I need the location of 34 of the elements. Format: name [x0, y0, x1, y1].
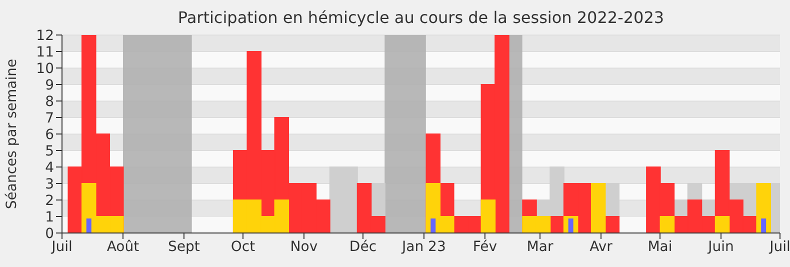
x-tick-label: Oct	[230, 238, 256, 255]
y-tick-label: 8	[45, 94, 54, 110]
y-tick-label: 2	[45, 192, 54, 209]
x-tick-label: Fév	[472, 238, 498, 255]
y-tick-label: 6	[45, 126, 54, 143]
x-tick-label: Mar	[526, 238, 554, 255]
bar	[660, 216, 675, 233]
y-tick-label: 3	[45, 176, 54, 192]
y-tick-label: 1	[45, 209, 54, 226]
y-tick-label: 5	[45, 143, 54, 160]
x-tick-label: Nov	[290, 238, 318, 255]
bar	[714, 216, 730, 233]
x-tick-label: Sept	[168, 238, 200, 255]
chart-title: Participation en hémicycle au cours de la session 2022-2023	[176, 8, 666, 27]
x-tick-label: Mai	[648, 238, 672, 255]
x-tick-label: Juil	[768, 238, 790, 255]
y-tick-label: 10	[36, 60, 54, 77]
y-tick-label: 11	[36, 44, 54, 60]
y-tick-label: 12	[36, 28, 54, 44]
x-tick-label: Juin	[707, 238, 734, 255]
y-tick-label: 9	[45, 77, 54, 94]
x-tick-label: Avr	[590, 238, 613, 255]
x-tick-label: Déc	[349, 238, 377, 255]
bar	[480, 200, 496, 233]
bar	[430, 218, 436, 233]
x-tick-label: Jan 23	[401, 238, 446, 255]
y-tick-label: 4	[45, 160, 54, 176]
bar	[590, 183, 606, 233]
y-axis-title: Séances par semaine	[4, 58, 20, 210]
x-tick-label: Août	[106, 238, 140, 255]
bar	[86, 218, 92, 233]
bar	[604, 216, 620, 233]
bar	[761, 218, 766, 233]
y-tick-label: 7	[45, 110, 54, 126]
